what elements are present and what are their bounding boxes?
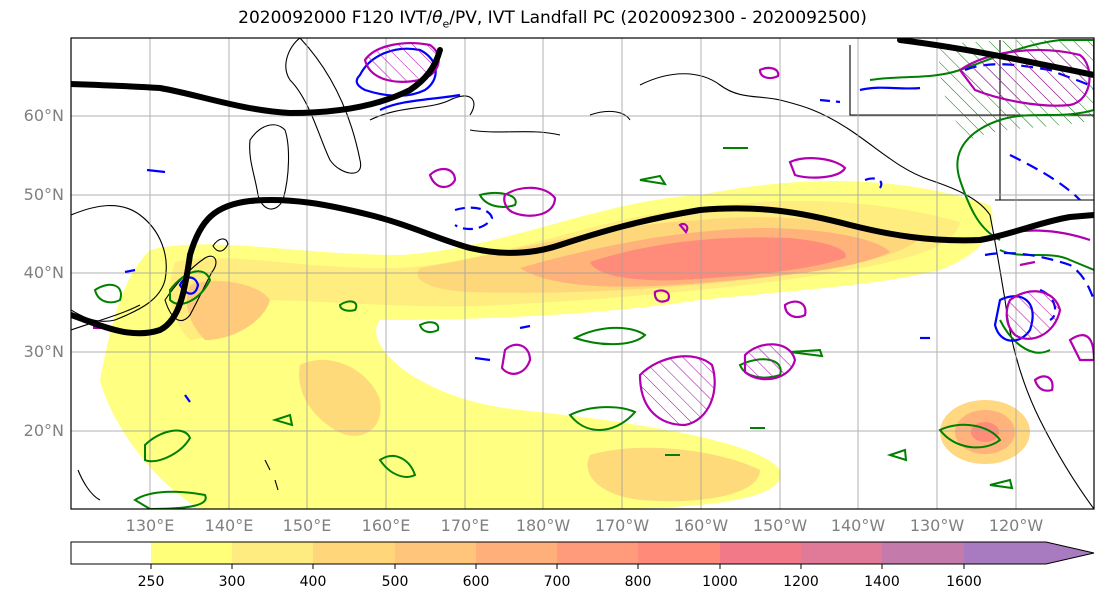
lon-tick-label: 150°E xyxy=(282,516,332,535)
lon-tick-label: 130°E xyxy=(125,516,175,535)
colorbar-bin xyxy=(882,542,964,564)
colorbar-bin xyxy=(476,542,557,564)
lon-tick-label: 150°W xyxy=(752,516,808,535)
pv-negative-contours xyxy=(93,42,1094,427)
colorbar-tick-label: 250 xyxy=(137,574,165,590)
colorbar-tick-label: 1400 xyxy=(864,574,900,590)
figure-title: 2020092000 F120 IVT/θe/PV, IVT Landfall … xyxy=(238,8,867,31)
colorbar-tick-label: 400 xyxy=(299,574,327,590)
colorbar-tick-label: 600 xyxy=(462,574,490,590)
lat-tick-label: 20°N xyxy=(23,421,64,440)
lon-tick-label: 140°E xyxy=(204,516,254,535)
colorbar-bin xyxy=(638,542,720,564)
colorbar-bin xyxy=(801,542,882,564)
lon-tick-label: 180°W xyxy=(515,516,571,535)
map-frame xyxy=(70,37,1095,510)
colorbar-extend-arrow xyxy=(964,542,1094,564)
lon-tick-label: 170°E xyxy=(440,516,490,535)
colorbar-tick-label: 500 xyxy=(381,574,409,590)
colorbar-bin xyxy=(313,542,395,564)
gridlines xyxy=(71,38,1094,509)
colorbar-tick-label: 1600 xyxy=(946,574,982,590)
lon-tick-label: 120°W xyxy=(988,516,1044,535)
colorbar-tick-label: 800 xyxy=(624,574,652,590)
colorbar xyxy=(70,541,1095,569)
colorbar-tick-label: 700 xyxy=(543,574,571,590)
colorbar-bin xyxy=(232,542,313,564)
lat-tick-label: 50°N xyxy=(23,185,64,204)
colorbar-tick-label: 1000 xyxy=(702,574,738,590)
lat-tick-label: 40°N xyxy=(23,263,64,282)
colorbar-tick-label: 300 xyxy=(218,574,246,590)
ivt-shading xyxy=(100,181,1030,509)
colorbar-bin xyxy=(720,542,801,564)
colorbar-tick-label: 1200 xyxy=(783,574,819,590)
lat-tick-label: 60°N xyxy=(23,106,64,125)
colorbar-bin xyxy=(557,542,638,564)
lon-tick-label: 130°W xyxy=(909,516,965,535)
jet-contours xyxy=(71,38,1094,337)
lat-tick-label: 30°N xyxy=(23,342,64,361)
lon-tick-label: 170°W xyxy=(594,516,650,535)
colorbar-bin xyxy=(395,542,476,564)
colorbar-bin xyxy=(151,542,232,564)
lon-tick-label: 140°W xyxy=(830,516,886,535)
lon-tick-label: 160°W xyxy=(673,516,729,535)
lon-tick-label: 160°E xyxy=(361,516,411,535)
